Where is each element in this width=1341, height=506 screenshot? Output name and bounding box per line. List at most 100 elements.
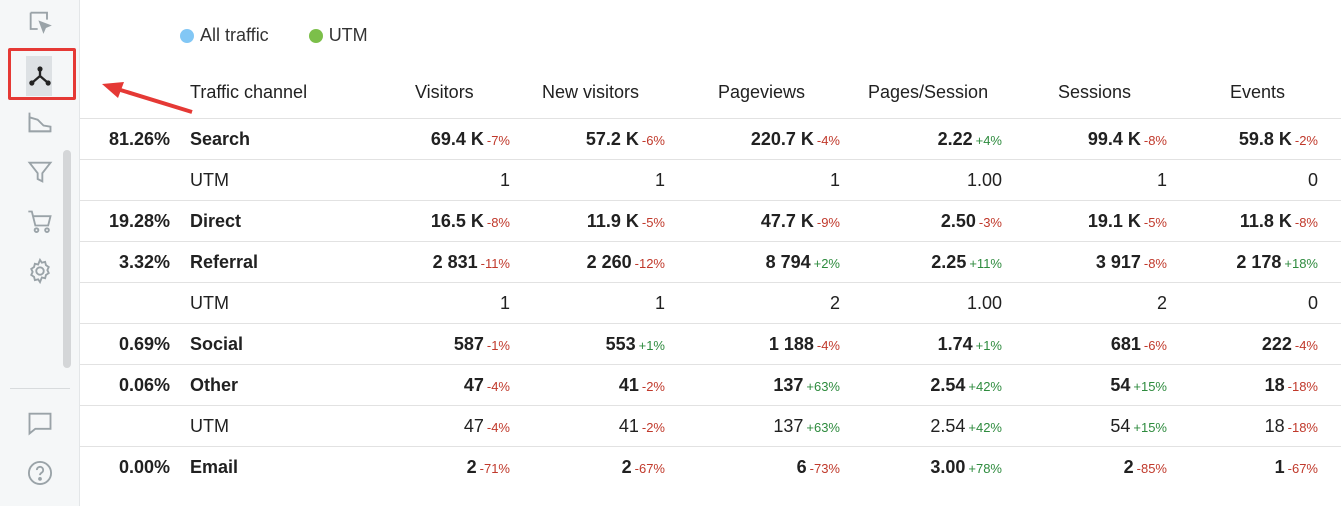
cell-delta: -12% [634,256,665,271]
cell-delta: -8% [486,215,510,230]
cell-pageviews: 220.7 K -4% [751,129,840,150]
cell-visitors: 69.4 K -7% [431,129,510,150]
column-header-sessions[interactable]: Sessions [1058,82,1132,102]
cell-value: 1.00 [966,170,1002,190]
table-row[interactable]: 0.69% Social 587 -1% 553 +1% 1 188 -4% 1.74 +1% 68… [80,323,1341,364]
cell-sessions: 54 +15% [1110,375,1167,396]
cell-events: 1 -67% [1275,457,1318,478]
column-header-pages-session[interactable]: Pages/Session [868,82,989,102]
cell-delta: +63% [806,379,840,394]
chat-icon[interactable] [24,407,56,439]
active-item-outline [8,48,76,100]
cell-value: 16.5 K [430,211,484,231]
share-percent: 0.00% [118,457,170,477]
cell-value: 18 [1264,416,1285,436]
cell-value: 587 [453,334,484,354]
cell-sessions: 3 917 -8% [1096,252,1167,273]
table-row[interactable]: UTM 47 -4% 41 -2% 137 +63% 2.54 +42% 54 +15% 18 -18% [80,405,1341,446]
channel-name: Referral [190,252,259,272]
share-percent: 3.32% [118,252,170,272]
traffic-channels-icon[interactable] [24,60,56,92]
table-row[interactable]: UTM 1 1 2 1.00 2 0 [80,282,1341,323]
cell-new-visitors: 1 [655,170,665,191]
column-header-traffic-channel[interactable]: Traffic channel [190,82,308,102]
cell-delta: -3% [978,215,1002,230]
cell-pages-session: 2.54 +42% [930,416,1002,437]
chart-legend: All traffic UTM [180,25,368,46]
cell-delta: +18% [1284,256,1318,271]
channel-name: Email [190,457,239,477]
table-row[interactable]: 0.06% Other 47 -4% 41 -2% 137 +63% 2.54 +42% 54 +15… [80,364,1341,405]
cell-delta: -5% [1143,215,1167,230]
cell-pages-session: 2.54 +42% [930,375,1002,396]
cell-delta: -5% [641,215,665,230]
column-header-events[interactable]: Events [1230,82,1286,102]
cell-new-visitors: 41 -2% [619,416,665,437]
cell-pageviews: 8 794 +2% [766,252,840,273]
cell-value: 1 [829,170,840,190]
area-chart-icon[interactable] [24,106,56,138]
cell-new-visitors: 553 +1% [606,334,665,355]
settings-gear-icon[interactable] [24,255,56,287]
share-percent: 0.69% [118,334,170,354]
cell-value: 0 [1307,170,1318,190]
cell-value: 18 [1264,375,1285,395]
channel-name: Other [190,375,239,395]
cell-delta: +15% [1133,379,1167,394]
cell-value: 69.4 K [430,129,484,149]
cell-delta: -73% [809,461,840,476]
cell-value: 681 [1110,334,1141,354]
cell-delta: +11% [969,256,1002,271]
cell-pageviews: 47.7 K -9% [761,211,840,232]
share-percent: 19.28% [108,211,170,231]
cell-events: 11.8 K -8% [1240,211,1318,232]
help-icon[interactable] [24,457,56,489]
legend-utm[interactable]: UTM [308,25,368,46]
channel-name: UTM [190,416,229,436]
cell-new-visitors: 2 -67% [622,457,665,478]
table-row[interactable]: 81.26% Search 69.4 K -7% 57.2 K -6% 220.7 K -4%… [80,118,1341,159]
table-body: 81.26% Search 69.4 K -7% 57.2 K -6% 220.7 K -4%… [80,118,1341,487]
column-header-pageviews[interactable]: Pageviews [718,82,806,102]
cell-value: 2 260 [586,252,632,272]
cell-sessions: 2 -85% [1124,457,1167,478]
select-cursor-icon[interactable] [24,6,56,38]
cell-sessions: 2 [1157,293,1167,314]
cell-value: 1 [499,293,510,313]
table-row[interactable]: 19.28% Direct 16.5 K -8% 11.9 K -5% 47.7 K -9% 2… [80,200,1341,241]
channel-name: Social [190,334,244,354]
cell-value: 2 178 [1236,252,1282,272]
cell-events: 222 -4% [1262,334,1318,355]
cell-value: 57.2 K [585,129,639,149]
sidebar-scrollbar[interactable] [63,150,71,368]
cell-delta: -2% [641,379,665,394]
cell-delta: -4% [486,420,510,435]
cell-visitors: 16.5 K -8% [431,211,510,232]
cell-value: 59.8 K [1238,129,1292,149]
column-header-new-visitors[interactable]: New visitors [542,82,640,102]
legend-all-traffic[interactable]: All traffic [180,25,269,46]
share-percent: 0.06% [118,375,170,395]
cart-icon[interactable] [24,206,56,238]
cell-value: 2.22 [937,129,973,149]
table-row[interactable]: UTM 1 1 1 1.00 1 0 [80,159,1341,200]
legend-label: All traffic [200,25,269,45]
table-row[interactable]: 0.00% Email 2 -71% 2 -67% 6 -73% 3.00 +78% 2 -85% 1-… [80,446,1341,487]
cell-visitors: 587 -1% [454,334,510,355]
cell-pages-session: 3.00 +78% [930,457,1002,478]
cell-pages-session: 1.00 [967,170,1002,191]
cell-events: 0 [1308,170,1318,191]
funnel-icon[interactable] [24,156,56,188]
cell-events: 59.8 K -2% [1239,129,1318,150]
table-row[interactable]: 3.32% Referral 2 831 -11% 2 260 -12% 8 794 +2% 2… [80,241,1341,282]
cell-value: 2.54 [930,375,966,395]
cell-value: 2 [621,457,632,477]
cell-sessions: 99.4 K -8% [1088,129,1167,150]
cell-sessions: 681 -6% [1111,334,1167,355]
column-header-visitors[interactable]: Visitors [415,82,474,102]
cell-delta: -4% [1294,338,1318,353]
cell-delta: -8% [1143,133,1167,148]
cell-pages-session: 2.50 -3% [941,211,1002,232]
cell-events: 18 -18% [1265,416,1318,437]
cell-delta: -6% [1143,338,1167,353]
